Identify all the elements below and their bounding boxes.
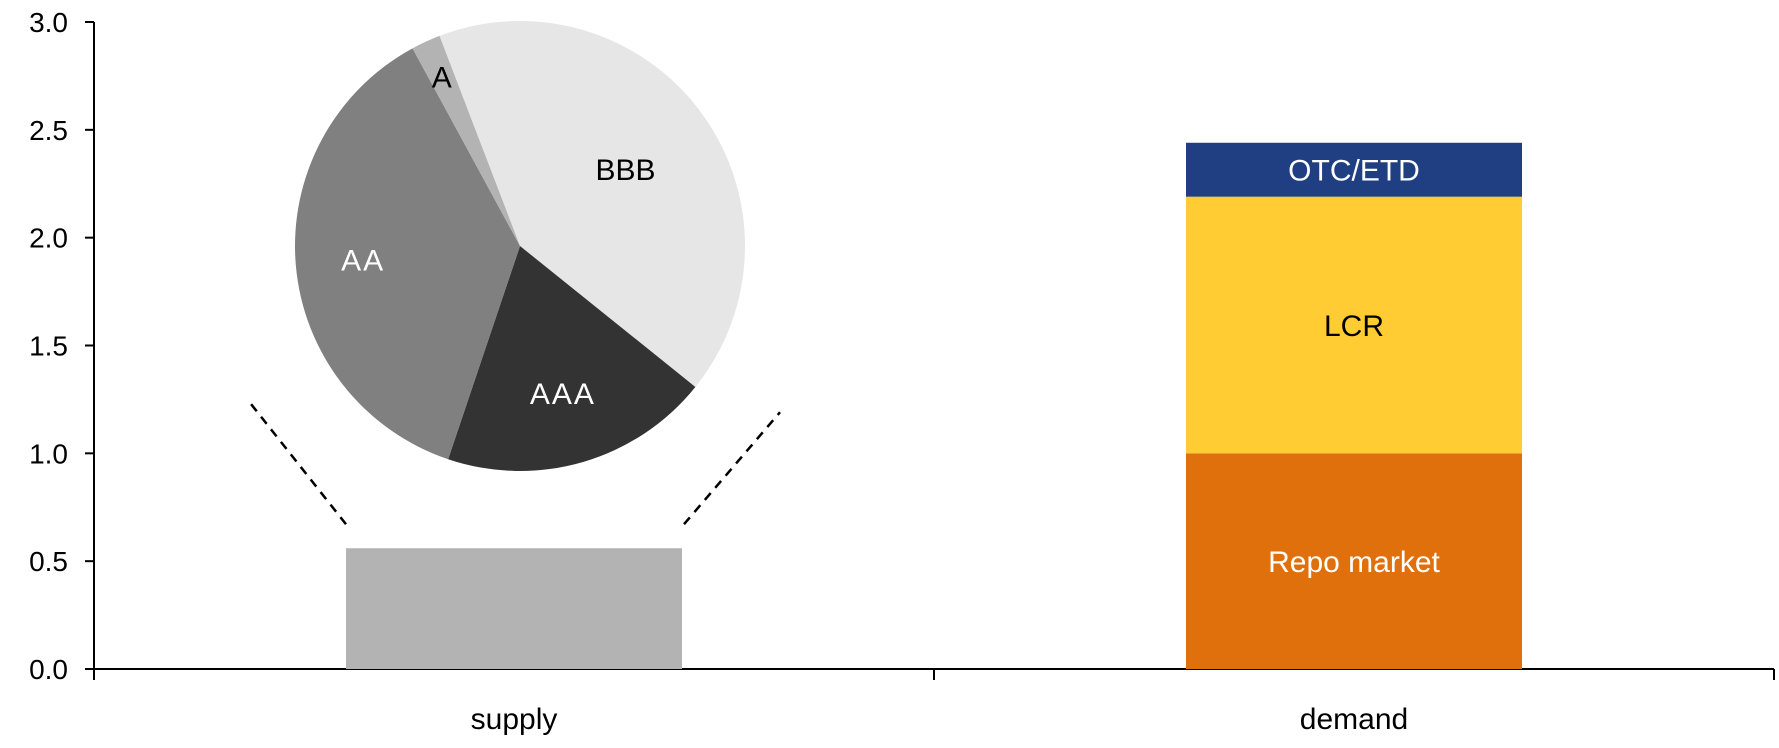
pie-slice-label: AA <box>341 245 385 278</box>
y-tick-label: 2.5 <box>29 115 68 146</box>
pie-connectors <box>247 399 781 526</box>
pie-slice-label: AAA <box>530 378 596 411</box>
y-tick-label: 1.5 <box>29 331 68 362</box>
pie-slice <box>448 246 696 471</box>
y-tick-label: 0.0 <box>29 654 68 685</box>
pie-slice <box>295 48 520 460</box>
x-category-label: supply <box>471 703 558 736</box>
bar-segment <box>1186 196 1522 454</box>
bar-segment <box>1186 142 1522 197</box>
pie-slice-label: A <box>432 61 452 94</box>
y-tick-label: 1.0 <box>29 438 68 469</box>
bar-segment <box>346 548 682 669</box>
pie-slice <box>412 35 520 246</box>
y-tick-label: 3.0 <box>29 7 68 38</box>
segment-label: Repo market <box>1268 546 1440 579</box>
bar-segment <box>1186 453 1522 669</box>
bars: Repo market LCR OTC/ETD <box>346 142 1522 669</box>
segment-label: LCR <box>1324 310 1384 343</box>
x-category-label: demand <box>1300 703 1408 736</box>
connector-right <box>683 411 781 526</box>
segment-label: OTC/ETD <box>1288 155 1420 188</box>
pie-slice-label: BBB <box>595 154 655 187</box>
connector-left <box>247 399 347 526</box>
pie-slice <box>439 20 746 387</box>
y-tick-label: 0.5 <box>29 546 68 577</box>
y-tick-label: 2.0 <box>29 223 68 254</box>
